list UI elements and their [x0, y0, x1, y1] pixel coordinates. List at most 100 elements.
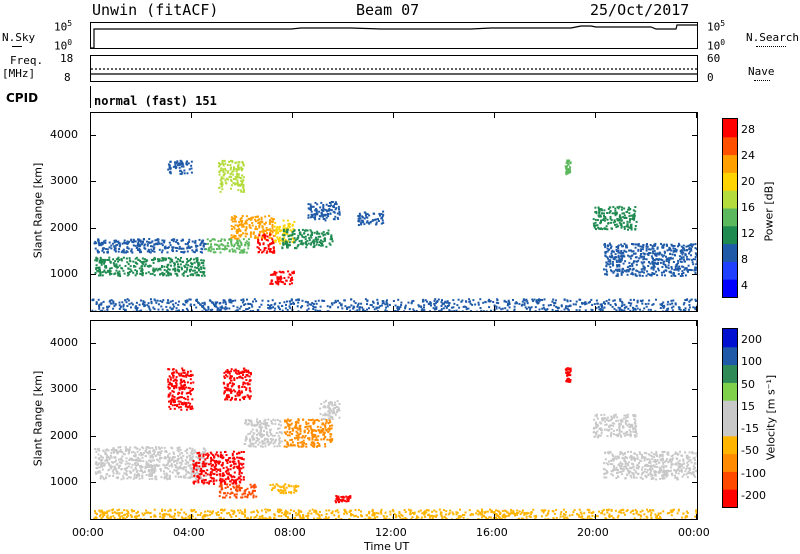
velocity-colorbar-fill	[723, 329, 737, 507]
colorbar-tick-label: 24	[741, 149, 755, 162]
scatter-region	[222, 367, 252, 402]
colorbar-tick-label: 200	[741, 333, 762, 346]
velocity-panel	[90, 320, 698, 520]
power-colorbar-fill	[723, 119, 737, 297]
nsky-trace	[91, 24, 697, 49]
colorbar-segment	[723, 261, 737, 280]
scatter-region	[357, 210, 385, 226]
velocity-ylabel: Slant Range [km]	[31, 370, 45, 467]
colorbar-tick-label: -15	[741, 422, 759, 436]
colorbar-segment	[723, 418, 737, 437]
y-tick-mark	[692, 135, 698, 137]
x-tick-mark	[292, 320, 293, 326]
x-tick-mark	[191, 320, 192, 326]
colorbar-tick-label: 8	[741, 253, 748, 266]
colorbar-segment	[723, 489, 737, 507]
beam-title: Beam 07	[356, 1, 420, 19]
power-ylabel: Slant Range [km]	[31, 162, 45, 259]
freq-tick-top: 18	[60, 52, 74, 65]
scatter-region	[281, 228, 334, 250]
scatter-region	[564, 367, 572, 383]
colorbar-segment	[723, 382, 737, 401]
colorbar-segment	[723, 435, 737, 455]
nave-tick-top: 60	[707, 52, 721, 65]
nsky-strip	[90, 22, 698, 49]
colorbar-tick-label: 16	[741, 201, 755, 214]
x-tick-mark	[90, 112, 91, 118]
colorbar-segment	[723, 279, 737, 297]
scatter-region	[218, 483, 258, 499]
scatter-region	[192, 450, 245, 485]
nsearch-tick-top: 105	[707, 19, 726, 34]
freq-label: Freq.	[10, 54, 44, 67]
x-tick-mark	[393, 320, 394, 326]
colorbar-segment	[723, 225, 737, 245]
colorbar-segment	[723, 400, 737, 419]
colorbar-tick-label: 50	[741, 377, 755, 391]
x-tick-mark	[696, 306, 697, 312]
power-colorbar	[722, 118, 738, 298]
power-plot	[91, 159, 697, 311]
x-tick-label: 12:00	[375, 526, 407, 539]
x-tick-label: 20:00	[577, 526, 609, 539]
colorbar-tick-label: -100	[741, 466, 766, 480]
y-tick-label: 4000	[50, 128, 78, 142]
colorbar-segment	[723, 119, 737, 138]
x-tick-mark	[393, 112, 394, 118]
velocity-plot	[93, 367, 697, 519]
nsearch-tick-bottom: 100	[707, 38, 726, 53]
y-tick-label: 3000	[50, 174, 78, 188]
nsky-label: N.Sky	[2, 31, 36, 44]
freq-trace	[91, 68, 697, 75]
colorbar-tick-label: -50	[741, 444, 759, 458]
freq-unit: [MHz]	[2, 67, 36, 80]
scatter-region	[93, 238, 207, 254]
colorbar-segment	[723, 453, 737, 472]
scatter-region	[230, 214, 276, 240]
scatter-region	[269, 483, 300, 495]
scatter-region	[592, 205, 638, 231]
cpid-value: normal (fast) 151	[94, 94, 217, 108]
colorbar-tick-label: 100	[741, 355, 762, 369]
x-tick-mark	[595, 306, 596, 312]
freq-strip	[90, 55, 698, 82]
x-tick-mark	[393, 306, 394, 312]
x-tick-mark	[696, 320, 697, 326]
x-tick-mark	[191, 306, 192, 312]
scatter-region	[603, 242, 697, 277]
y-tick-mark	[692, 274, 698, 276]
nsky-tick-top: 105	[54, 19, 73, 34]
scatter-region	[94, 256, 206, 277]
colorbar-tick-label: 12	[741, 227, 755, 240]
scatter-region	[307, 201, 341, 222]
power-panel	[90, 112, 698, 312]
cpid-label: CPID	[6, 91, 39, 105]
y-tick-mark	[90, 389, 96, 391]
x-tick-mark	[494, 514, 495, 520]
nsearch-label: N.Search	[746, 31, 799, 44]
y-tick-mark	[692, 227, 698, 229]
x-tick-mark	[90, 514, 91, 520]
x-tick-mark	[393, 514, 394, 520]
x-tick-mark	[191, 112, 192, 118]
velocity-colorbar	[722, 328, 738, 508]
y-tick-mark	[90, 435, 96, 437]
colorbar-segment	[723, 471, 737, 490]
y-tick-label: 1000	[50, 475, 78, 489]
colorbar-tick-label: 28	[741, 123, 755, 136]
nsearch-line-key	[756, 46, 786, 47]
nsky-line-key	[12, 46, 22, 47]
cpid-tick	[90, 86, 91, 108]
x-tick-mark	[696, 112, 697, 118]
scatter-region	[93, 508, 697, 519]
x-tick-mark	[90, 306, 91, 312]
velocity-colorbar-label: Velocity [m s⁻¹]	[764, 374, 778, 461]
scatter-region	[564, 159, 572, 176]
colorbar-segment	[723, 190, 737, 209]
x-tick-label: 08:00	[274, 526, 306, 539]
scatter-region	[319, 399, 341, 421]
scatter-region	[602, 450, 697, 481]
y-tick-mark	[692, 181, 698, 183]
y-tick-label: 2000	[50, 220, 78, 234]
nave-tick-bottom: 0	[707, 71, 714, 84]
